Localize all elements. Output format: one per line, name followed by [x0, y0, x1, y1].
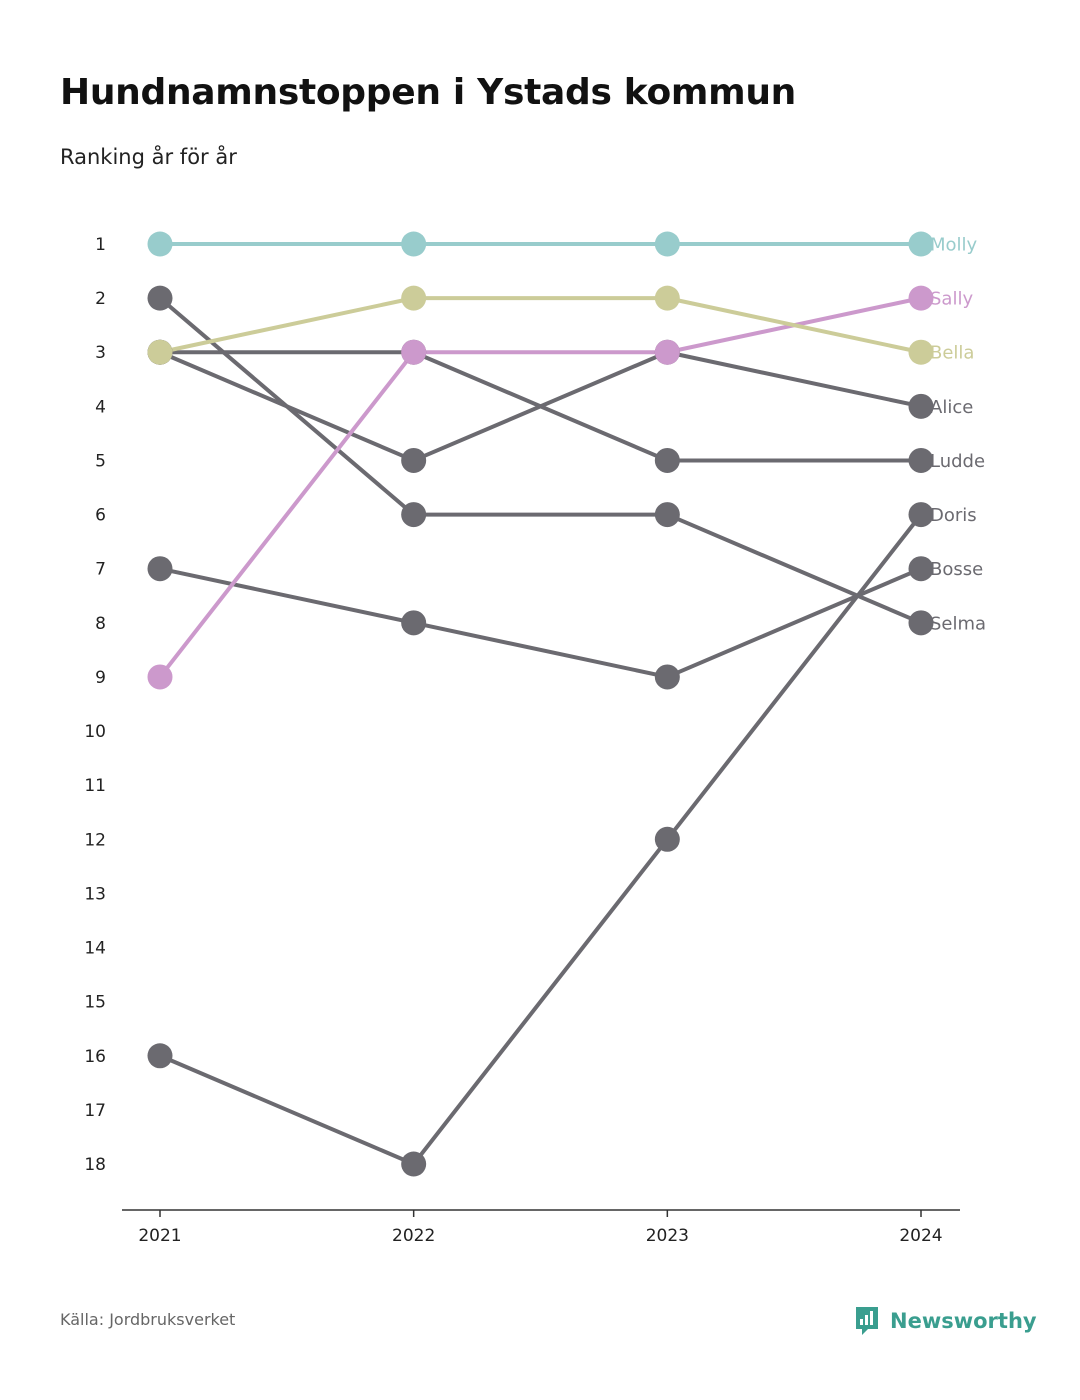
point-molly-2024 [908, 231, 934, 257]
series-label-molly: Molly [930, 235, 978, 256]
series-line-bella [158, 296, 923, 355]
y-tick-label: 13 [84, 884, 106, 904]
point-selma-2023 [654, 502, 680, 528]
brand-logo: Newsworthy [854, 1305, 1037, 1337]
point-sally-2024 [908, 285, 934, 311]
point-doris-2024 [908, 502, 934, 528]
series-points [147, 231, 934, 1177]
series-line-bosse [158, 566, 923, 679]
series-label-ludde: Ludde [930, 451, 985, 472]
chart-title: Hundnamnstoppen i Ystads kommun [60, 72, 796, 113]
series-line-doris [158, 512, 923, 1166]
point-molly-2022 [401, 231, 427, 257]
point-doris-2022 [401, 1151, 427, 1177]
series-label-selma: Selma [930, 613, 986, 634]
x-tick-label: 2022 [392, 1226, 435, 1246]
point-alice-2022 [401, 447, 427, 473]
x-tick-label: 2021 [138, 1226, 181, 1246]
y-tick-label: 10 [84, 722, 106, 742]
x-tick-label: 2024 [899, 1226, 942, 1246]
point-bella-2022 [401, 285, 427, 311]
point-selma-2022 [401, 502, 427, 528]
y-tick-label: 7 [95, 560, 106, 580]
point-sally-2021 [147, 664, 173, 690]
series-label-sally: Sally [930, 289, 973, 310]
y-tick-label: 17 [84, 1101, 106, 1121]
point-bella-2023 [654, 285, 680, 311]
point-bosse-2021 [147, 556, 173, 582]
y-tick-label: 12 [84, 830, 106, 850]
point-molly-2023 [654, 231, 680, 257]
point-doris-2021 [147, 1043, 173, 1069]
point-bosse-2023 [654, 664, 680, 690]
y-tick-label: 5 [95, 451, 106, 471]
y-tick-label: 18 [84, 1155, 106, 1175]
point-ludde-2024 [908, 447, 934, 473]
y-tick-label: 2 [95, 289, 106, 309]
y-tick-label: 3 [95, 343, 106, 363]
x-tick-label: 2023 [646, 1226, 689, 1246]
series-label-bella: Bella [930, 343, 974, 364]
series-line-ludde [158, 350, 923, 463]
x-axis-ticks: 2021 2022 2023 2024 [138, 1210, 943, 1246]
point-sally-2022 [401, 339, 427, 365]
point-doris-2023 [654, 826, 680, 852]
point-ludde-2023 [654, 447, 680, 473]
y-tick-label: 11 [84, 776, 106, 796]
newsworthy-logo-icon [856, 1307, 878, 1335]
point-bella-2024 [908, 339, 934, 365]
point-bella-2021 [147, 339, 173, 365]
point-selma-2021 [147, 285, 173, 311]
point-bosse-2022 [401, 610, 427, 636]
chart-subtitle: Ranking år för år [60, 145, 237, 169]
series-lines [158, 242, 923, 1166]
y-tick-label: 9 [95, 668, 106, 688]
point-selma-2024 [908, 610, 934, 636]
y-tick-label: 1 [95, 235, 106, 255]
y-tick-label: 8 [95, 614, 106, 634]
series-end-labels: Molly Sally Bella Alice Ludde Doris Bosse Selma [930, 235, 986, 635]
y-tick-label: 4 [95, 397, 106, 417]
series-label-doris: Doris [930, 505, 977, 526]
point-molly-2021 [147, 231, 173, 257]
series-label-bosse: Bosse [930, 559, 983, 580]
y-tick-label: 6 [95, 506, 106, 526]
source-note: Källa: Jordbruksverket [60, 1310, 236, 1329]
series-line-sally [158, 296, 923, 679]
point-sally-2023 [654, 339, 680, 365]
series-label-alice: Alice [930, 397, 973, 418]
point-bosse-2024 [908, 556, 934, 582]
y-tick-label: 15 [84, 993, 106, 1013]
brand-name: Newsworthy [890, 1309, 1037, 1333]
series-line-selma [158, 296, 923, 625]
y-tick-label: 16 [84, 1047, 106, 1067]
point-alice-2024 [908, 393, 934, 419]
y-tick-label: 14 [84, 939, 106, 959]
